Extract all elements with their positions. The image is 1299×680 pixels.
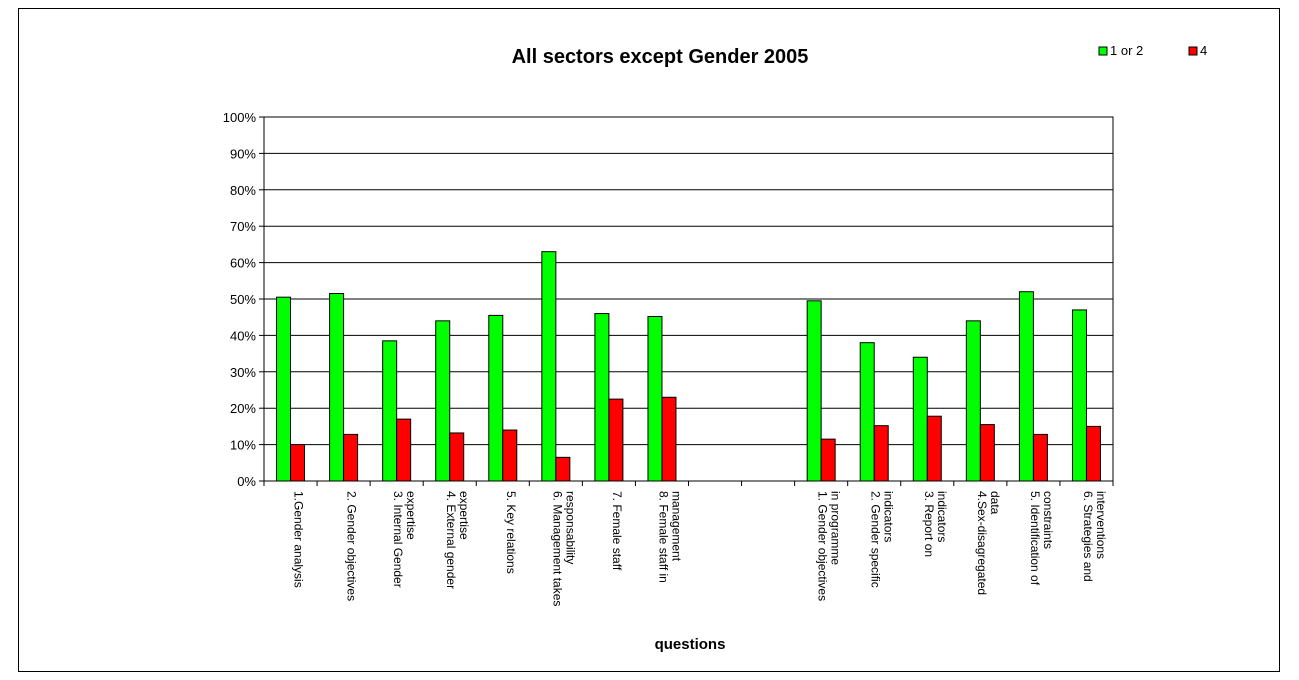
bar [965, 320, 981, 482]
category-label: 2. Gender specific indicators [869, 491, 896, 588]
chart-legend: 1 or 2 4 [1098, 43, 1207, 58]
category-label-line: indicators [935, 491, 949, 542]
bar [488, 314, 504, 482]
category-label-line: 5. Identification of [1028, 491, 1042, 586]
bar [382, 340, 398, 482]
category-label-line: 2. Gender specific [869, 491, 883, 588]
category-label-line: 8. Female staff in [656, 491, 670, 583]
bar [912, 356, 928, 482]
y-axis-ticks: 0% 10% 20% 30% 40% 50% 60% 70% 80% 90% 100% [223, 110, 264, 489]
bar [555, 456, 571, 482]
bar [1071, 309, 1087, 482]
bar [608, 398, 624, 482]
x-axis-ticks [263, 481, 1114, 486]
category-label: 3. Report on indicators [922, 491, 949, 557]
category-label-line: responsability [563, 491, 577, 564]
bar [661, 396, 677, 482]
category-label-line: 6. Strategies and [1081, 491, 1095, 582]
category-label: 5. Identification of constraints [1028, 491, 1055, 586]
bar [806, 300, 822, 482]
bar [290, 444, 306, 482]
bar [343, 433, 359, 482]
category-label: 5. Key relations [504, 491, 518, 574]
category-label-line: 5. Key relations [504, 491, 518, 574]
y-tick-label: 0% [237, 474, 256, 489]
chart-title: All sectors except Gender 2005 [512, 46, 809, 68]
category-labels: 1.Gender analysis 2. Gender objectives 3. … [292, 491, 1108, 606]
bar [329, 293, 345, 482]
category-label: 4.Sex-disagregated data [975, 491, 1002, 595]
category-label-line: 3. Report on [922, 491, 936, 557]
category-label-line: in programme [829, 491, 843, 565]
category-label: 6. Strategies and interventions [1081, 491, 1108, 582]
category-label-line: interventions [1094, 491, 1108, 559]
bar [1085, 425, 1101, 482]
category-label-line: 6. Management takes [550, 491, 564, 606]
x-axis-label: questions [655, 636, 726, 653]
bar [1032, 433, 1048, 482]
category-label-line: 2. Gender objectives [345, 491, 359, 601]
legend-swatch [1188, 46, 1198, 56]
bar [541, 251, 557, 482]
y-tick-label: 70% [230, 219, 256, 234]
bar [647, 315, 663, 482]
bar [449, 432, 465, 482]
bars [276, 251, 1101, 482]
bar [594, 313, 610, 482]
category-label-line: 1.Gender analysis [292, 491, 306, 588]
category-label: 6. Management takes responsability [550, 491, 577, 606]
y-tick-label: 20% [230, 401, 256, 416]
gridlines [264, 152, 1113, 446]
category-label-line: 4.Sex-disagregated [975, 491, 989, 595]
category-label-line: 3. Internal Gender [391, 491, 405, 588]
bar [859, 342, 875, 482]
bar [502, 429, 518, 482]
category-label-line: expertise [457, 491, 471, 540]
bar [396, 418, 412, 482]
bar [435, 320, 451, 482]
bar [979, 424, 995, 482]
legend-swatch [1098, 46, 1108, 56]
y-tick-label: 100% [223, 110, 257, 125]
bar [873, 425, 889, 482]
category-label: 1.Gender analysis [292, 491, 306, 588]
category-label: 4. External gender expertise [444, 491, 471, 589]
category-label: 8. Female staff in management [656, 491, 683, 583]
category-label-line: management [669, 491, 683, 562]
category-label-line: constraints [1041, 491, 1055, 549]
bar [1018, 291, 1034, 482]
y-tick-label: 80% [230, 183, 256, 198]
chart-svg: All sectors except Gender 2005 1 or 2 4 0… [223, 43, 1207, 653]
category-label-line: data [988, 491, 1002, 515]
category-label-line: indicators [882, 491, 896, 542]
bar [276, 296, 292, 482]
y-tick-label: 40% [230, 328, 256, 343]
category-label-line: 7. Female staff [610, 491, 624, 571]
category-label-line: 4. External gender [444, 491, 458, 589]
y-tick-label: 30% [230, 365, 256, 380]
category-label: 7. Female staff [610, 491, 624, 571]
y-tick-label: 60% [230, 256, 256, 271]
legend-label: 4 [1200, 43, 1207, 58]
category-label: 2. Gender objectives [345, 491, 359, 601]
y-tick-label: 10% [230, 438, 256, 453]
y-tick-label: 90% [230, 146, 256, 161]
category-label-line: expertise [404, 491, 418, 540]
y-tick-label: 50% [230, 292, 256, 307]
bar [820, 438, 836, 482]
category-label: 3. Internal Gender expertise [391, 491, 418, 588]
legend-label: 1 or 2 [1110, 43, 1143, 58]
category-label-line: 1. Gender objectives [816, 491, 830, 601]
chart-frame: All sectors except Gender 2005 1 or 2 4 0… [18, 8, 1280, 672]
bar [926, 415, 942, 482]
category-label: 1. Gender objectives in programme [816, 491, 843, 601]
